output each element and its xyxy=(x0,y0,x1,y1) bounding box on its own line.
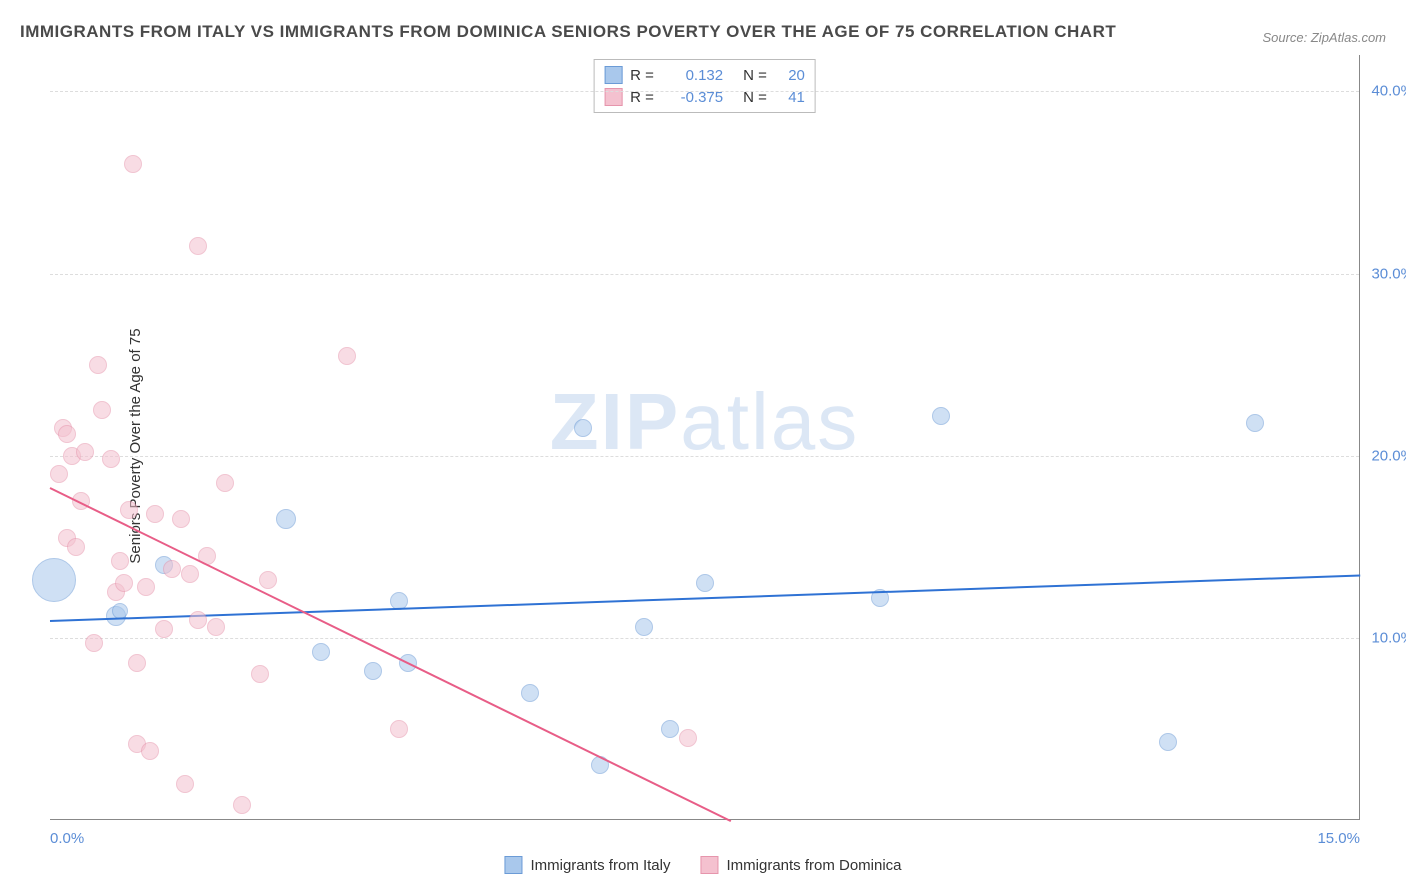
data-point xyxy=(189,611,207,629)
grid-line xyxy=(50,91,1359,92)
y-tick-label: 10.0% xyxy=(1371,629,1406,646)
data-point xyxy=(216,474,234,492)
watermark-rest: atlas xyxy=(680,377,859,466)
chart-title: IMMIGRANTS FROM ITALY VS IMMIGRANTS FROM… xyxy=(20,22,1116,42)
r-label: R = xyxy=(630,67,660,84)
data-point xyxy=(155,620,173,638)
watermark-bold: ZIP xyxy=(550,377,680,466)
data-point xyxy=(102,450,120,468)
data-point xyxy=(276,509,296,529)
data-point xyxy=(89,356,107,374)
data-point xyxy=(67,538,85,556)
y-tick-label: 30.0% xyxy=(1371,265,1406,282)
data-point xyxy=(635,618,653,636)
legend-swatch xyxy=(700,856,718,874)
n-value: 20 xyxy=(775,67,805,84)
data-point xyxy=(364,662,382,680)
data-point xyxy=(85,634,103,652)
data-point xyxy=(50,465,68,483)
data-point xyxy=(1159,733,1177,751)
data-point xyxy=(176,775,194,793)
stats-row: R =-0.375N =41 xyxy=(604,86,805,108)
data-point xyxy=(338,347,356,365)
x-tick-label: 0.0% xyxy=(50,830,84,847)
data-point xyxy=(181,565,199,583)
data-point xyxy=(124,155,142,173)
legend-label: Immigrants from Dominica xyxy=(726,857,901,874)
n-label: N = xyxy=(743,67,767,84)
watermark: ZIPatlas xyxy=(550,376,859,468)
stats-legend: R = 0.132 N = 20 R =-0.375N =41 xyxy=(593,59,816,113)
grid-line xyxy=(50,456,1359,457)
data-point xyxy=(390,720,408,738)
data-point xyxy=(696,574,714,592)
series-legend: Immigrants from Italy Immigrants from Dom… xyxy=(504,856,901,874)
data-point xyxy=(932,407,950,425)
data-point xyxy=(58,425,76,443)
data-point xyxy=(521,684,539,702)
data-point xyxy=(141,742,159,760)
data-point xyxy=(115,574,133,592)
legend-item: Immigrants from Italy xyxy=(504,856,670,874)
data-point xyxy=(661,720,679,738)
data-point xyxy=(128,654,146,672)
data-point xyxy=(93,401,111,419)
x-tick-label: 15.0% xyxy=(1317,830,1360,847)
data-point xyxy=(207,618,225,636)
source-attribution: Source: ZipAtlas.com xyxy=(1262,30,1386,45)
data-point xyxy=(1246,414,1264,432)
y-tick-label: 20.0% xyxy=(1371,447,1406,464)
data-point xyxy=(111,552,129,570)
grid-line xyxy=(50,638,1359,639)
data-point xyxy=(32,558,76,602)
legend-swatch xyxy=(604,66,622,84)
data-point xyxy=(137,578,155,596)
data-point xyxy=(251,665,269,683)
data-point xyxy=(189,237,207,255)
data-point xyxy=(259,571,277,589)
legend-item: Immigrants from Dominica xyxy=(700,856,901,874)
data-point xyxy=(146,505,164,523)
trend-line xyxy=(50,487,732,822)
y-tick-label: 40.0% xyxy=(1371,83,1406,100)
data-point xyxy=(233,796,251,814)
data-point xyxy=(76,443,94,461)
data-point xyxy=(312,643,330,661)
data-point xyxy=(679,729,697,747)
r-value: 0.132 xyxy=(668,67,723,84)
data-point xyxy=(120,501,138,519)
grid-line xyxy=(50,274,1359,275)
scatter-plot-area: ZIPatlas R =0.132N =20R =-0.375N =41 10.… xyxy=(50,55,1360,820)
data-point xyxy=(172,510,190,528)
stats-row: R = 0.132 N = 20 xyxy=(604,64,805,86)
legend-label: Immigrants from Italy xyxy=(530,857,670,874)
data-point xyxy=(163,560,181,578)
data-point xyxy=(112,603,128,619)
legend-swatch xyxy=(504,856,522,874)
data-point xyxy=(574,419,592,437)
